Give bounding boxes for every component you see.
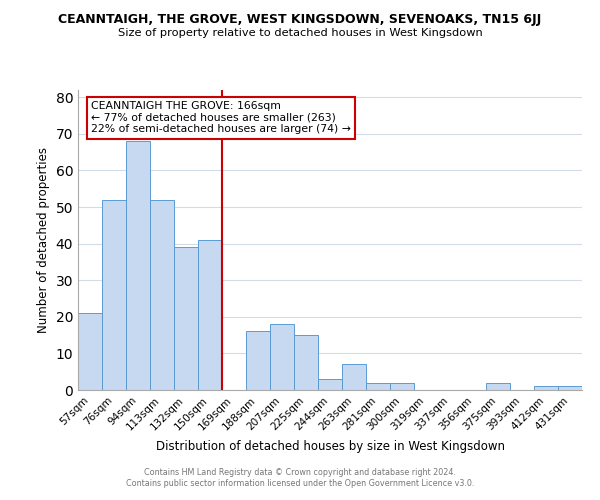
Bar: [174, 248, 198, 390]
Bar: [246, 332, 270, 390]
Bar: [126, 141, 150, 390]
Text: CEANNTAIGH THE GROVE: 166sqm
← 77% of detached houses are smaller (263)
22% of s: CEANNTAIGH THE GROVE: 166sqm ← 77% of de…: [91, 101, 351, 134]
Bar: [534, 386, 558, 390]
Bar: [294, 335, 318, 390]
Bar: [366, 382, 390, 390]
Text: Contains HM Land Registry data © Crown copyright and database right 2024.
Contai: Contains HM Land Registry data © Crown c…: [126, 468, 474, 487]
Text: CEANNTAIGH, THE GROVE, WEST KINGSDOWN, SEVENOAKS, TN15 6JJ: CEANNTAIGH, THE GROVE, WEST KINGSDOWN, S…: [58, 12, 542, 26]
Bar: [102, 200, 126, 390]
Text: Size of property relative to detached houses in West Kingsdown: Size of property relative to detached ho…: [118, 28, 482, 38]
Bar: [558, 386, 582, 390]
Bar: [486, 382, 510, 390]
Bar: [78, 313, 102, 390]
Bar: [198, 240, 222, 390]
Bar: [150, 200, 174, 390]
Bar: [270, 324, 294, 390]
Bar: [390, 382, 414, 390]
Bar: [318, 379, 342, 390]
Y-axis label: Number of detached properties: Number of detached properties: [37, 147, 50, 333]
X-axis label: Distribution of detached houses by size in West Kingsdown: Distribution of detached houses by size …: [155, 440, 505, 453]
Bar: [342, 364, 366, 390]
